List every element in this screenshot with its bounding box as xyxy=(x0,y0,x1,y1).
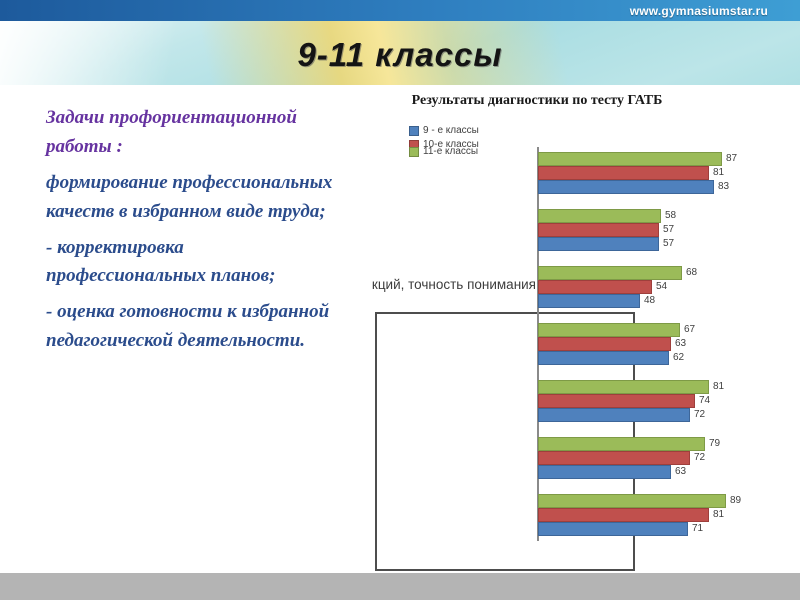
bar-value-label: 74 xyxy=(699,395,711,406)
tasks-heading: Задачи профориентационной работы : xyxy=(46,107,297,157)
bar-value-label: 72 xyxy=(694,409,706,420)
bar-value-label: 57 xyxy=(663,238,675,249)
bar xyxy=(538,237,659,251)
bar-value-label: 87 xyxy=(726,153,738,164)
bar xyxy=(538,323,680,337)
footer-bar xyxy=(0,573,800,600)
bar xyxy=(538,209,661,223)
chart-title: Результаты диагностики по тесту ГАТБ xyxy=(411,93,663,108)
task-item: формирование профессиональных качеств в … xyxy=(46,171,333,222)
bar xyxy=(538,451,690,465)
legend-label: 9 - е классы xyxy=(423,125,479,136)
tasks-text-block: Задачи профориентационной работы : форми… xyxy=(46,104,346,363)
bar-value-label: 62 xyxy=(673,352,685,363)
bar xyxy=(538,408,690,422)
bar xyxy=(538,180,714,194)
legend-swatch-icon xyxy=(409,146,419,157)
legend-item: 9 - е классы xyxy=(409,125,479,136)
bar xyxy=(538,280,652,294)
top-bar: www.gymnasiumstar.ru xyxy=(0,0,800,21)
bar-value-label: 83 xyxy=(718,181,730,192)
bar xyxy=(538,351,669,365)
task-item: - корректировка профессиональных планов; xyxy=(46,236,276,287)
bar-value-label: 71 xyxy=(692,523,704,534)
bar-value-label: 67 xyxy=(684,324,696,335)
bar-value-label: 81 xyxy=(713,381,725,392)
legend-label: 10-е классы xyxy=(423,139,479,150)
bar xyxy=(538,223,659,237)
task-item: - оценка готовности к избранной педагоги… xyxy=(46,301,330,352)
bar-value-label: 79 xyxy=(709,438,721,449)
title-banner: 9-11 классы xyxy=(0,21,800,85)
bar xyxy=(538,294,640,308)
chart-category-label: кций, точность понимания xyxy=(371,277,536,292)
bar-value-label: 68 xyxy=(686,267,698,278)
legend-label: 11-е классы xyxy=(423,146,479,157)
slide-title: 9-11 классы xyxy=(297,36,503,73)
bar-value-label: 63 xyxy=(675,466,687,477)
bar-value-label: 81 xyxy=(713,167,725,178)
bar xyxy=(538,394,695,408)
bar xyxy=(538,522,688,536)
bar-value-label: 57 xyxy=(663,224,675,235)
website-url: www.gymnasiumstar.ru xyxy=(629,3,768,18)
bar xyxy=(538,266,682,280)
bar xyxy=(538,494,726,508)
bar-value-label: 89 xyxy=(730,495,742,506)
bar xyxy=(538,437,705,451)
bar-value-label: 54 xyxy=(656,281,668,292)
bar xyxy=(538,508,709,522)
bar-value-label: 58 xyxy=(665,210,677,221)
bar xyxy=(538,166,709,180)
bar xyxy=(538,337,671,351)
bar xyxy=(538,152,722,166)
legend-swatch-icon xyxy=(409,125,419,136)
legend-item: 11-е классы xyxy=(409,146,478,157)
bar-value-label: 72 xyxy=(694,452,706,463)
bar xyxy=(538,380,709,394)
bar-value-label: 63 xyxy=(675,338,687,349)
bar-value-label: 48 xyxy=(644,295,656,306)
bar xyxy=(538,465,671,479)
bar-value-label: 81 xyxy=(713,509,725,520)
